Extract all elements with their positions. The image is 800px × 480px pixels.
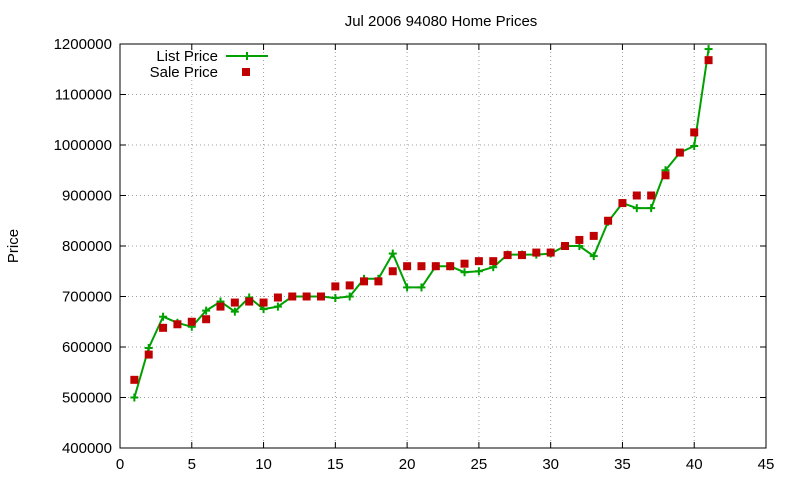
- x-tick-label: 40: [686, 456, 703, 473]
- sale-price-point: [647, 191, 656, 200]
- list-price-point: [388, 249, 397, 258]
- sale-price-point: [517, 251, 526, 260]
- y-tick-label: 1100000: [55, 87, 112, 104]
- sale-price-point: [331, 282, 340, 291]
- sale-price-point: [202, 315, 211, 324]
- sale-price-point: [159, 323, 168, 332]
- x-tick-label: 35: [614, 456, 631, 473]
- sale-price-point: [561, 242, 570, 250]
- sale-price-point: [288, 292, 297, 301]
- sale-price-point: [259, 298, 268, 307]
- x-tick-label: 30: [542, 456, 559, 473]
- sale-price-point: [316, 292, 325, 301]
- sale-price-point: [144, 350, 153, 359]
- x-tick-label: 0: [116, 456, 124, 473]
- list-price-point: [159, 312, 168, 321]
- list-price-point: [632, 204, 641, 213]
- sale-price-point: [230, 298, 239, 307]
- list-price-point: [130, 393, 139, 402]
- sale-price-point: [575, 235, 584, 244]
- list-price-point: [345, 292, 354, 301]
- x-tick-label: 10: [255, 456, 272, 473]
- sale-price-point: [446, 262, 455, 271]
- sale-price-point: [704, 56, 713, 65]
- sale-price-point: [216, 302, 225, 311]
- sale-price-point: [388, 267, 397, 276]
- y-tick-label: 800000: [62, 238, 112, 255]
- sale-price-point: [173, 320, 182, 329]
- sale-price-point: [431, 262, 440, 271]
- list-price-point: [230, 307, 239, 316]
- sale-price-point: [403, 262, 412, 271]
- sale-price-point: [245, 297, 254, 306]
- sale-price-point: [187, 317, 196, 326]
- sale-price-point: [417, 262, 426, 271]
- x-tick-label: 25: [471, 456, 488, 473]
- list-price-point: [704, 45, 713, 54]
- legend-sale-price-marker: [242, 68, 250, 76]
- sale-price-point: [690, 128, 699, 137]
- y-tick-label: 900000: [62, 188, 112, 205]
- list-price-line: [133, 48, 710, 398]
- list-price-point: [331, 294, 340, 303]
- y-tick-label: 400000: [62, 440, 112, 457]
- sale-price-point: [345, 281, 354, 290]
- list-price-point: [417, 283, 426, 292]
- list-price-point: [647, 204, 656, 213]
- y-tick-label: 600000: [62, 339, 112, 356]
- sale-price-point: [675, 148, 684, 157]
- sale-price-point: [618, 199, 627, 208]
- sale-price-point: [302, 292, 311, 301]
- list-price-point: [474, 267, 483, 276]
- x-tick-label: 20: [399, 456, 416, 473]
- sale-price-point: [589, 231, 598, 240]
- y-tick-label: 700000: [62, 289, 112, 306]
- sale-price-point: [661, 171, 670, 180]
- x-tick-label: 45: [758, 456, 775, 473]
- y-tick-label: 500000: [62, 390, 112, 407]
- grid: [120, 44, 766, 448]
- list-price-point: [690, 142, 699, 151]
- plot-frame: [119, 43, 767, 449]
- tick-labels: 0 5 10 15 20 25 30 35 40 45 400000 500000 600000 7000…: [54, 36, 775, 473]
- sale-price-point: [374, 277, 383, 286]
- list-price-point: [460, 268, 469, 277]
- legend-label-list-price: List Price: [156, 48, 218, 65]
- legend: List Price Sale Price: [150, 48, 268, 81]
- y-tick-label: 1200000: [54, 36, 112, 53]
- sale-price-point: [460, 259, 469, 268]
- sale-price-point: [130, 375, 139, 384]
- y-tick-label: 1000000: [54, 137, 112, 154]
- sale-price-point: [632, 191, 641, 200]
- list-price-point: [589, 252, 598, 261]
- chart-title: Jul 2006 94080 Home Prices: [345, 13, 538, 30]
- x-tick-label: 5: [188, 456, 196, 473]
- sale-price-point: [503, 251, 512, 260]
- legend-label-sale-price: Sale Price: [150, 64, 218, 81]
- sale-price-point: [360, 277, 369, 286]
- list-price-point: [273, 302, 282, 311]
- sale-price-point: [273, 293, 282, 302]
- legend-symbol-sale-price: [242, 68, 250, 76]
- list-price-point: [202, 306, 211, 315]
- sale-price-point: [489, 257, 498, 266]
- legend-list-price-marker: [243, 52, 251, 60]
- sale-price-point: [474, 257, 483, 266]
- series-layer: [130, 45, 713, 402]
- list-price-point: [403, 283, 412, 292]
- sale-price-point: [604, 216, 613, 225]
- sale-price-point: [546, 248, 555, 257]
- y-axis-label: Price: [5, 229, 22, 263]
- x-tick-label: 15: [327, 456, 344, 473]
- legend-symbol-list-price: [226, 52, 268, 60]
- sale-price-point: [532, 248, 541, 257]
